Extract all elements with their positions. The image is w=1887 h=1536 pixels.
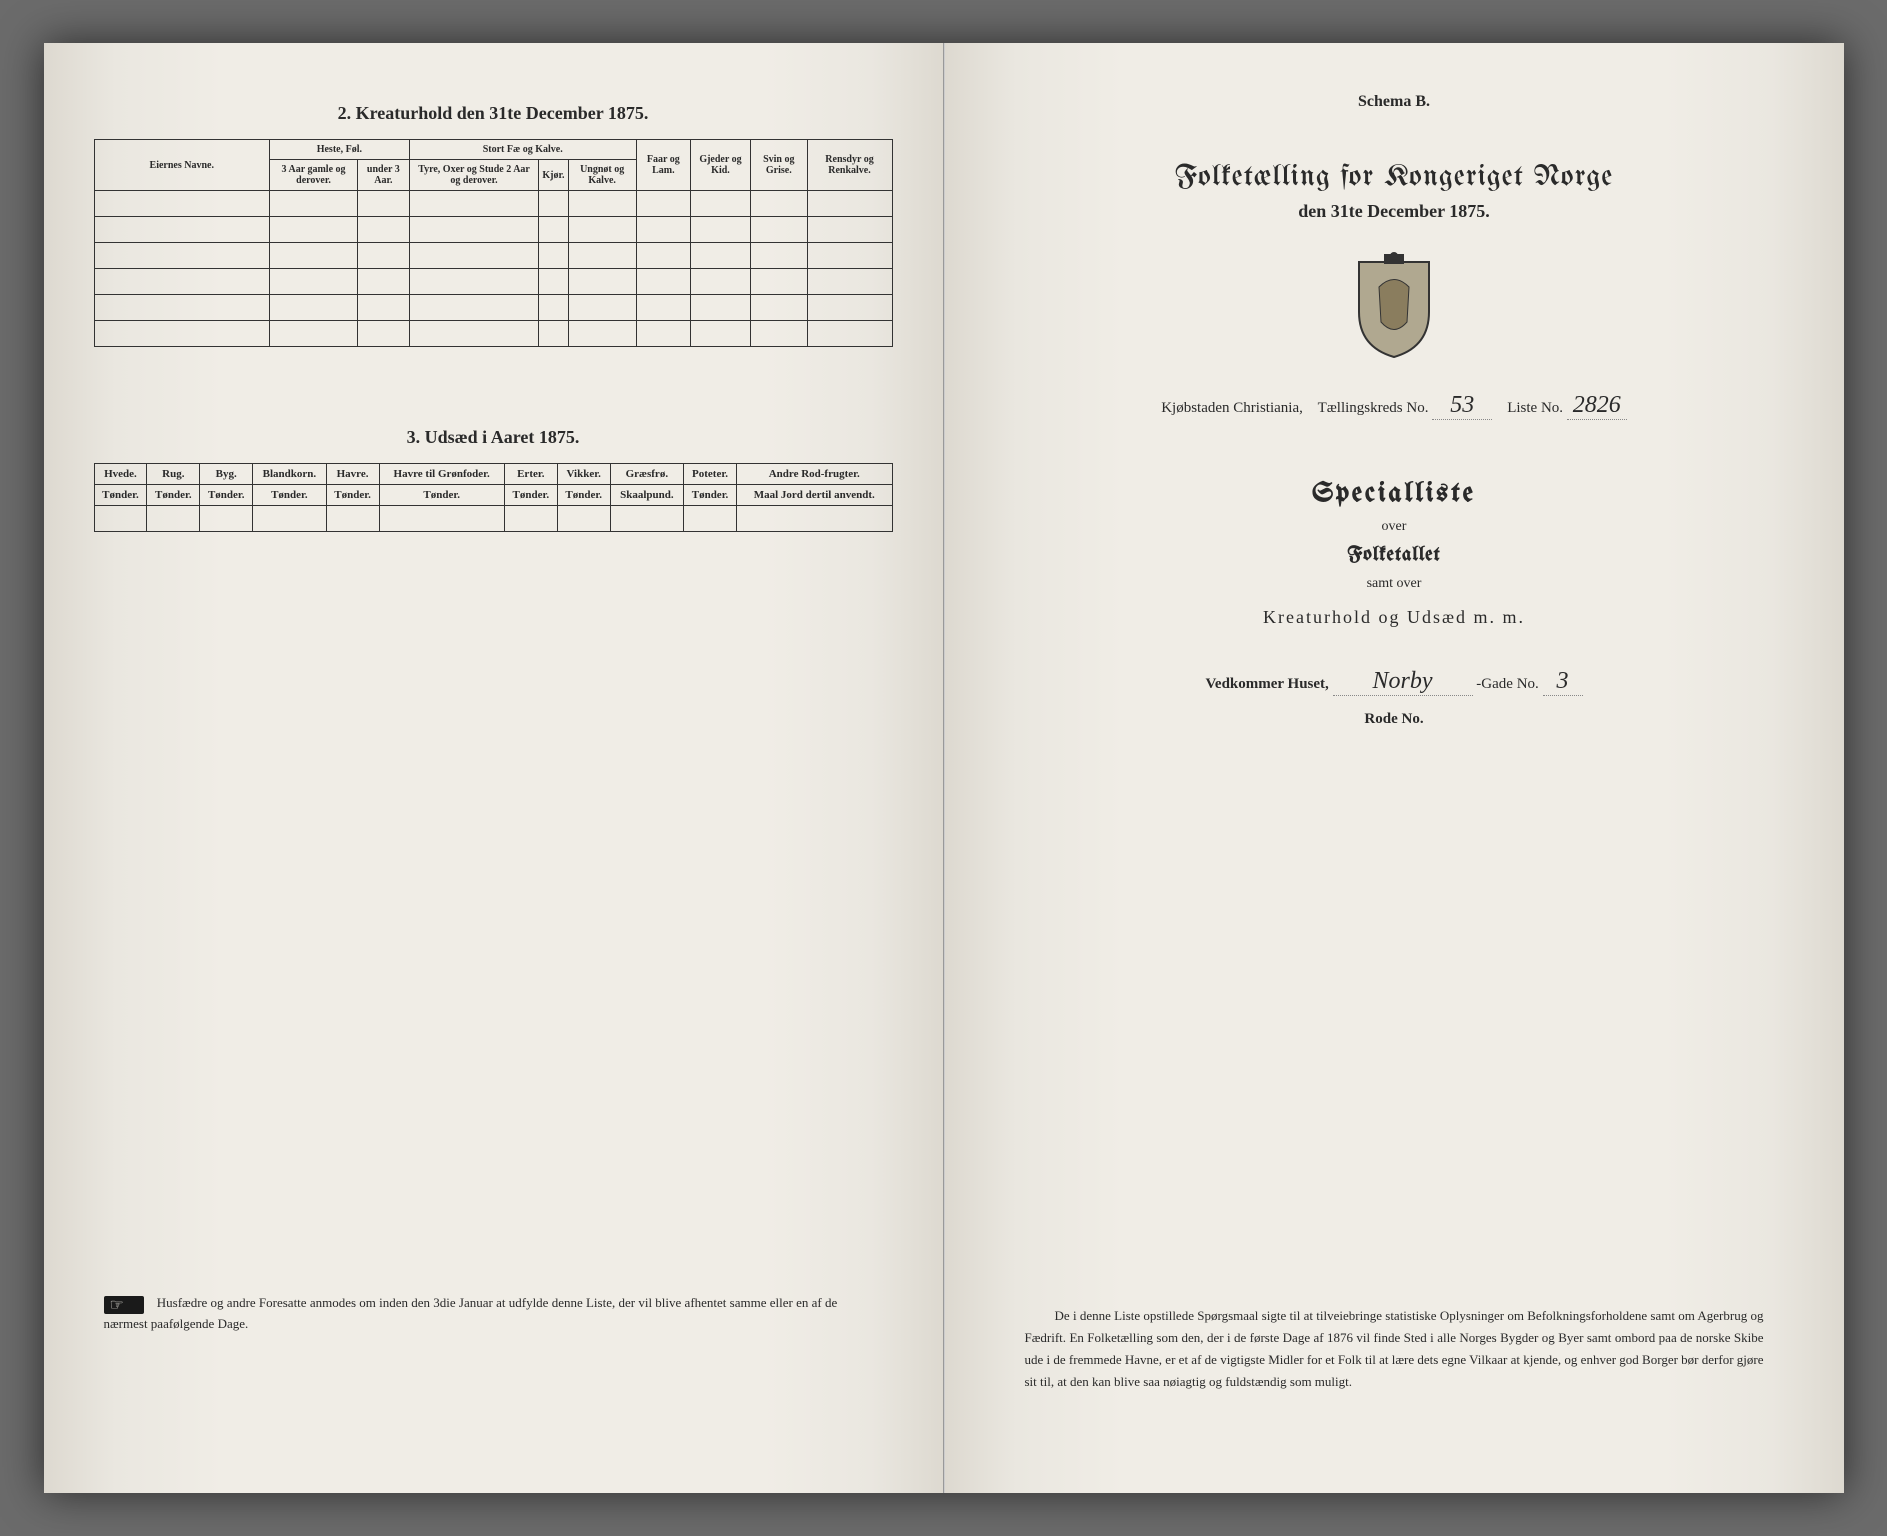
seed-col: Græsfrø. (610, 464, 683, 485)
bottom-text: De i denne Liste opstillede Spørgsmaal s… (1025, 1305, 1764, 1393)
heste-b: under 3 Aar. (358, 160, 410, 191)
table-row (94, 243, 892, 269)
seed-unit: Tønder. (253, 485, 326, 506)
seed-unit: Tønder. (326, 485, 379, 506)
seed-col: Rug. (147, 464, 200, 485)
samt-label: samt over (995, 576, 1794, 592)
sub-date: den 31te December 1875. (995, 201, 1794, 222)
over-label: over (995, 519, 1794, 535)
kreds-label: Tællingskreds No. (1318, 400, 1429, 416)
seed-unit: Maal Jord dertil anvendt. (736, 485, 892, 506)
kv-c: Ungnøt og Kalve. (568, 160, 636, 191)
seed-col: Byg. (200, 464, 253, 485)
seed-unit: Tønder. (200, 485, 253, 506)
kv-b: Kjør. (539, 160, 568, 191)
specialliste-title: Specialliste (995, 480, 1794, 509)
seed-unit: Tønder. (379, 485, 504, 506)
col-gjeder: Gjeder og Kid. (690, 140, 750, 191)
rode-line: Rode No. (995, 711, 1794, 728)
seed-unit: Tønder. (684, 485, 737, 506)
table-row (94, 269, 892, 295)
house-label: Vedkommer Huset, (1205, 676, 1328, 692)
house-line: Vedkommer Huset, Norby -Gade No. 3 (995, 668, 1794, 696)
rode-label: Rode No. (1364, 711, 1423, 727)
seed-col: Vikker. (557, 464, 610, 485)
section3-title: 3. Udsæd i Aaret 1875. (94, 427, 893, 448)
seed-col: Havre til Grønfoder. (379, 464, 504, 485)
table-row (94, 295, 892, 321)
seed-col: Poteter. (684, 464, 737, 485)
seed-col: Havre. (326, 464, 379, 485)
gade-label: -Gade No. (1476, 676, 1538, 692)
liste-label: Liste No. (1507, 400, 1563, 416)
left-page: 2. Kreaturhold den 31te December 1875. E… (44, 43, 944, 1493)
group-kvalve: Stort Fæ og Kalve. (409, 140, 636, 160)
seed-col: Andre Rod-frugter. (736, 464, 892, 485)
schema-label: Schema B. (995, 93, 1794, 111)
seed-table: Hvede. Rug. Byg. Blandkorn. Havre. Havre… (94, 463, 893, 532)
col-owner: Eiernes Navne. (94, 140, 270, 191)
district-prefix: Kjøbstaden Christiania, (1161, 400, 1303, 416)
pointing-hand-icon (104, 1296, 144, 1314)
seed-col: Erter. (504, 464, 557, 485)
main-title: Folketælling for Kongeriget Norge (995, 161, 1794, 193)
table-row (94, 506, 892, 532)
seed-unit: Tønder. (504, 485, 557, 506)
col-rensdyr: Rensdyr og Renkalve. (807, 140, 892, 191)
section2-title: 2. Kreaturhold den 31te December 1875. (94, 103, 893, 124)
liste-value: 2826 (1567, 392, 1627, 420)
seed-unit: Tønder. (94, 485, 147, 506)
coat-of-arms-icon (995, 252, 1794, 362)
table-row (94, 191, 892, 217)
table-row (94, 217, 892, 243)
district-line: Kjøbstaden Christiania, Tællingskreds No… (995, 392, 1794, 420)
seed-unit: Tønder. (147, 485, 200, 506)
footer-note: Husfædre og andre Foresatte anmodes om i… (104, 1293, 883, 1333)
livestock-body (94, 191, 892, 347)
footer-text: Husfædre og andre Foresatte anmodes om i… (104, 1295, 838, 1330)
house-value: Norby (1333, 668, 1473, 696)
kreaturhold-label: Kreaturhold og Udsæd m. m. (995, 607, 1794, 628)
col-faar: Faar og Lam. (636, 140, 690, 191)
seed-col: Hvede. (94, 464, 147, 485)
seed-unit: Tønder. (557, 485, 610, 506)
right-page: Schema B. Folketælling for Kongeriget No… (944, 43, 1844, 1493)
kreds-value: 53 (1432, 392, 1492, 420)
gade-value: 3 (1543, 668, 1583, 696)
bottom-paragraph: De i denne Liste opstillede Spørgsmaal s… (1025, 1305, 1764, 1393)
seed-col: Blandkorn. (253, 464, 326, 485)
folketallet-label: Folketallet (995, 545, 1794, 566)
document-spread: 2. Kreaturhold den 31te December 1875. E… (44, 43, 1844, 1493)
heste-a: 3 Aar gamle og derover. (270, 160, 358, 191)
kv-a: Tyre, Oxer og Stude 2 Aar og derover. (409, 160, 539, 191)
seed-unit: Skaalpund. (610, 485, 683, 506)
livestock-table: Eiernes Navne. Heste, Føl. Stort Fæ og K… (94, 139, 893, 347)
col-svin: Svin og Grise. (751, 140, 807, 191)
table-row (94, 321, 892, 347)
seed-header-row: Hvede. Rug. Byg. Blandkorn. Havre. Havre… (94, 464, 892, 485)
group-heste: Heste, Føl. (270, 140, 410, 160)
seed-unit-row: Tønder. Tønder. Tønder. Tønder. Tønder. … (94, 485, 892, 506)
